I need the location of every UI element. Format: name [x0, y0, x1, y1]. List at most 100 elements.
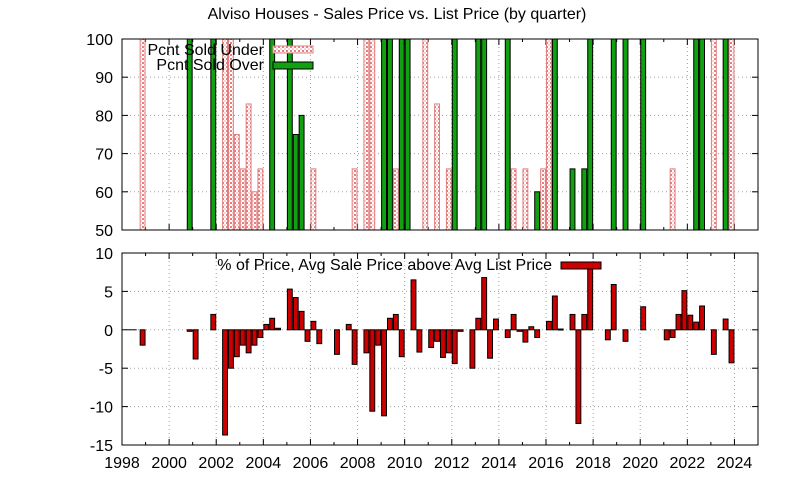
bar-price-difference — [546, 320, 552, 331]
bar-price-difference — [610, 283, 617, 331]
x-tick-label: 2024 — [717, 455, 753, 472]
bar-price-difference — [369, 329, 376, 412]
bar-price-difference — [298, 310, 305, 331]
bar-price-difference — [275, 327, 282, 331]
bar-price-difference — [728, 329, 735, 364]
bar-price-difference — [699, 305, 705, 331]
bar-price-difference — [222, 329, 229, 436]
bar-sold-over — [569, 168, 576, 231]
bar-price-difference — [475, 317, 482, 331]
bar-price-difference — [286, 288, 293, 331]
bar-sold-over — [551, 38, 558, 231]
bar-price-difference — [622, 329, 629, 342]
x-tick-label: 2008 — [340, 455, 376, 472]
bottom-panel-price-difference: -15 -10 -5 0 5 10 1998 2000 2002 2004 2006 2008 2010… — [90, 246, 759, 472]
bar-price-difference — [192, 329, 199, 360]
bar-sold-under — [239, 168, 246, 231]
bar-sold-under — [540, 168, 546, 231]
bar-sold-over — [534, 191, 541, 231]
bar-price-difference — [675, 313, 682, 331]
bar-price-difference — [528, 326, 535, 331]
y-tick-label: -5 — [99, 361, 113, 378]
bar-price-difference — [257, 329, 264, 338]
bar-price-difference — [251, 329, 258, 346]
plot-frame — [121, 252, 759, 446]
y-tick-label: 50 — [95, 223, 113, 240]
bar-sold-over — [292, 134, 299, 231]
x-tick-label: 2022 — [670, 455, 706, 472]
bar-sold-over — [699, 38, 705, 231]
bar-sold-over — [381, 38, 388, 231]
y-tick-label: 100 — [86, 32, 113, 49]
bar-sold-over — [504, 38, 511, 231]
chart-title: Alviso Houses - Sales Price vs. List Pri… — [208, 6, 587, 23]
bar-price-difference — [292, 297, 299, 331]
bar-price-difference — [587, 264, 594, 331]
bar-sold-under — [510, 168, 517, 231]
bar-price-difference — [451, 329, 458, 365]
bar-price-difference — [363, 329, 370, 354]
bar-price-difference — [392, 313, 399, 331]
bar-price-difference — [233, 329, 240, 358]
bar-price-difference — [663, 329, 670, 341]
bar-price-difference — [228, 329, 234, 369]
bar-price-difference — [139, 329, 146, 346]
bar-price-difference — [210, 313, 217, 331]
bar-price-difference — [410, 279, 417, 331]
x-tick-label: 2010 — [387, 455, 423, 472]
bar-sold-under — [310, 168, 317, 231]
bar-price-difference — [504, 329, 511, 338]
bar-sold-under — [257, 168, 264, 231]
bar-sold-over — [610, 38, 617, 231]
bar-price-difference — [569, 313, 576, 331]
legend-label-price-difference: % of Price, Avg Sale Price above Avg Lis… — [217, 257, 552, 274]
bar-sold-under — [710, 38, 717, 231]
bar-price-difference — [722, 318, 729, 331]
x-tick-label: 2012 — [434, 455, 470, 472]
bar-price-difference — [428, 329, 435, 348]
bar-price-difference — [416, 329, 423, 353]
bar-price-difference — [310, 320, 317, 331]
bar-price-difference — [375, 329, 382, 346]
bar-price-difference — [445, 329, 452, 354]
bar-price-difference — [681, 290, 688, 331]
bar-sold-over — [298, 114, 305, 231]
bar-price-difference — [186, 329, 193, 332]
bar-price-difference — [351, 329, 358, 365]
legend-swatch-sold-over — [272, 61, 314, 70]
y-tick-label: -15 — [90, 438, 113, 455]
bar-sold-under — [728, 38, 735, 231]
bar-sold-under — [392, 168, 399, 231]
y-tick-label: 10 — [95, 246, 113, 263]
bar-price-difference — [575, 329, 582, 424]
bar-sold-over — [587, 38, 594, 231]
bar-price-difference — [434, 329, 441, 342]
bar-price-difference — [710, 329, 717, 355]
bar-sold-over — [640, 38, 647, 231]
bar-price-difference — [387, 317, 393, 331]
bar-sold-under — [434, 103, 441, 231]
x-tick-label: 2004 — [246, 455, 282, 472]
legend-label-sold-under: Pcnt Sold Under — [147, 42, 264, 59]
bar-price-difference — [581, 313, 588, 331]
bar-sold-over — [475, 38, 482, 231]
bar-sold-over — [387, 38, 393, 231]
x-tick-label: 2014 — [481, 455, 517, 472]
bar-sold-under — [245, 103, 252, 231]
bar-sold-under — [351, 168, 358, 231]
bar-price-difference — [516, 329, 523, 332]
bar-price-difference — [604, 329, 611, 341]
bar-sold-over — [693, 38, 700, 231]
bar-price-difference — [510, 313, 517, 331]
bar-price-difference — [239, 329, 246, 346]
legend-label-sold-over: Pcnt Sold Over — [156, 57, 264, 74]
x-tick-label: 1998 — [104, 455, 140, 472]
y-tick-label: 5 — [104, 284, 113, 301]
bar-sold-under — [422, 38, 429, 231]
y-tick-label: 0 — [104, 323, 113, 340]
bar-sold-over — [398, 38, 405, 231]
bar-price-difference — [269, 317, 276, 331]
bar-sold-over — [581, 168, 588, 231]
